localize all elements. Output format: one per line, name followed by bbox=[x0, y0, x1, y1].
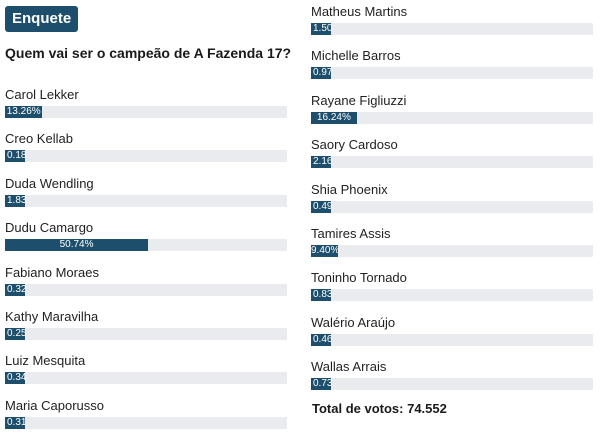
poll-option[interactable]: Carol Lekker 13.26% bbox=[5, 87, 287, 131]
option-percentage: 13.26% bbox=[6, 106, 41, 117]
poll-option[interactable]: Fabiano Moraes 0.32 bbox=[5, 265, 287, 309]
option-bar-track[interactable]: 50.74% bbox=[5, 239, 287, 252]
option-percentage: 2.16 bbox=[313, 156, 333, 168]
poll-option[interactable]: Saory Cardoso 2.16 bbox=[311, 137, 593, 181]
option-bar-track[interactable]: 0.34 bbox=[5, 372, 287, 385]
option-bar-track[interactable]: 1.50 bbox=[311, 23, 593, 35]
option-bar-fill: 1.50 bbox=[311, 23, 333, 35]
option-percentage: 0.32 bbox=[7, 283, 27, 295]
option-percentage: 0.73 bbox=[313, 378, 333, 390]
poll-badge: Enquete bbox=[5, 6, 79, 32]
option-bar-track[interactable]: 0.46 bbox=[311, 333, 593, 346]
option-name: Toninho Tornado bbox=[311, 270, 407, 286]
option-bar-fill: 1.83 bbox=[5, 194, 27, 207]
poll-option[interactable]: Shia Phoenix 0.49 bbox=[311, 182, 593, 226]
option-bar-track[interactable]: 13.26% bbox=[5, 106, 287, 118]
poll-option[interactable]: Matheus Martins 1.50 bbox=[311, 4, 593, 48]
option-bar-track[interactable]: 9.40% bbox=[311, 244, 593, 257]
option-bar-fill: 2.16 bbox=[311, 156, 333, 169]
option-percentage: 1.50 bbox=[313, 23, 333, 34]
poll-option[interactable]: Walério Araújo 0.46 bbox=[311, 315, 593, 359]
option-percentage: 0.25 bbox=[7, 327, 27, 339]
option-percentage: 9.40% bbox=[311, 244, 340, 256]
poll-question: Quem vai ser o campeão de A Fazenda 17? bbox=[5, 45, 292, 61]
option-name: Kathy Maravilha bbox=[5, 308, 99, 324]
option-percentage: 0.46 bbox=[313, 333, 333, 345]
poll-option[interactable]: Tamires Assis 9.40% bbox=[311, 226, 593, 270]
option-bar-fill: 0.32 bbox=[5, 283, 27, 296]
option-percentage: 0.34 bbox=[7, 372, 27, 384]
option-bar-fill: 13.26% bbox=[5, 106, 43, 118]
option-bar-track[interactable]: 0.49 bbox=[311, 200, 593, 213]
option-name: Tamires Assis bbox=[311, 225, 391, 241]
poll-option[interactable]: Luiz Mesquita 0.34 bbox=[5, 353, 287, 397]
option-bar-fill: 0.34 bbox=[5, 372, 27, 385]
option-name: Dudu Camargo bbox=[5, 220, 94, 236]
total-votes: Total de votos: 74.552 bbox=[312, 401, 447, 416]
option-bar-fill: 0.31 bbox=[5, 416, 27, 429]
option-percentage: 0.97 bbox=[313, 67, 333, 79]
poll-option[interactable]: Dudu Camargo 50.74% bbox=[5, 220, 287, 264]
option-percentage: 0.31 bbox=[7, 416, 27, 428]
option-name: Michelle Barros bbox=[311, 48, 401, 64]
option-name: Rayane Figliuzzi bbox=[311, 92, 407, 108]
option-name: Duda Wendling bbox=[5, 175, 94, 191]
poll-option[interactable]: Michelle Barros 0.97 bbox=[311, 48, 593, 92]
option-bar-track[interactable]: 16.24% bbox=[311, 111, 593, 124]
option-percentage: 0.83 bbox=[313, 289, 333, 301]
poll-option[interactable]: Rayane Figliuzzi 16.24% bbox=[311, 93, 593, 137]
option-name: Fabiano Moraes bbox=[5, 264, 99, 280]
poll-option[interactable]: Maria Caporusso 0.31 bbox=[5, 398, 287, 436]
option-bar-track[interactable]: 0.83 bbox=[311, 289, 593, 302]
option-bar-fill: 0.83 bbox=[311, 289, 333, 302]
option-name: Shia Phoenix bbox=[311, 181, 388, 197]
option-name: Maria Caporusso bbox=[5, 397, 104, 413]
poll-options-right: Matheus Martins 1.50 Michelle Barros 0.97 Ra… bbox=[311, 4, 593, 404]
poll-option[interactable]: Kathy Maravilha 0.25 bbox=[5, 309, 287, 353]
option-bar-fill: 0.46 bbox=[311, 333, 333, 346]
option-bar-track[interactable]: 0.32 bbox=[5, 283, 287, 296]
option-bar-fill: 9.40% bbox=[311, 244, 340, 257]
option-bar-fill: 16.24% bbox=[311, 111, 357, 124]
option-bar-fill: 0.25 bbox=[5, 327, 27, 340]
option-bar-fill: 50.74% bbox=[5, 239, 149, 252]
option-name: Creo Kellab bbox=[5, 131, 73, 147]
poll-option[interactable]: Creo Kellab 0.18 bbox=[5, 131, 287, 175]
option-percentage: 16.24% bbox=[316, 111, 351, 123]
option-bar-track[interactable]: 2.16 bbox=[311, 156, 593, 169]
option-bar-track[interactable]: 1.83 bbox=[5, 194, 287, 207]
option-bar-track[interactable]: 0.73 bbox=[311, 378, 593, 391]
option-percentage: 0.18 bbox=[7, 150, 27, 162]
poll-options-left: Carol Lekker 13.26% Creo Kellab 0.18 Duda We… bbox=[5, 87, 287, 436]
option-bar-track[interactable]: 0.18 bbox=[5, 150, 287, 163]
option-percentage: 50.74% bbox=[59, 239, 94, 251]
option-bar-fill: 0.97 bbox=[311, 67, 333, 80]
option-percentage: 0.49 bbox=[313, 200, 333, 212]
option-name: Luiz Mesquita bbox=[5, 353, 86, 369]
option-bar-fill: 0.18 bbox=[5, 150, 27, 163]
option-bar-fill: 0.73 bbox=[311, 378, 333, 391]
option-percentage: 1.83 bbox=[7, 194, 27, 206]
option-name: Walério Araújo bbox=[311, 314, 396, 330]
option-bar-track[interactable]: 0.31 bbox=[5, 416, 287, 429]
option-name: Carol Lekker bbox=[5, 87, 79, 102]
poll-option[interactable]: Toninho Tornado 0.83 bbox=[311, 270, 593, 314]
option-bar-track[interactable]: 0.97 bbox=[311, 67, 593, 80]
option-bar-track[interactable]: 0.25 bbox=[5, 327, 287, 340]
poll-option[interactable]: Wallas Arrais 0.73 bbox=[311, 359, 593, 403]
poll-option[interactable]: Duda Wendling 1.83 bbox=[5, 176, 287, 220]
option-name: Saory Cardoso bbox=[311, 137, 398, 153]
option-name: Matheus Martins bbox=[311, 4, 408, 19]
option-bar-fill: 0.49 bbox=[311, 200, 333, 213]
option-name: Wallas Arrais bbox=[311, 359, 387, 375]
